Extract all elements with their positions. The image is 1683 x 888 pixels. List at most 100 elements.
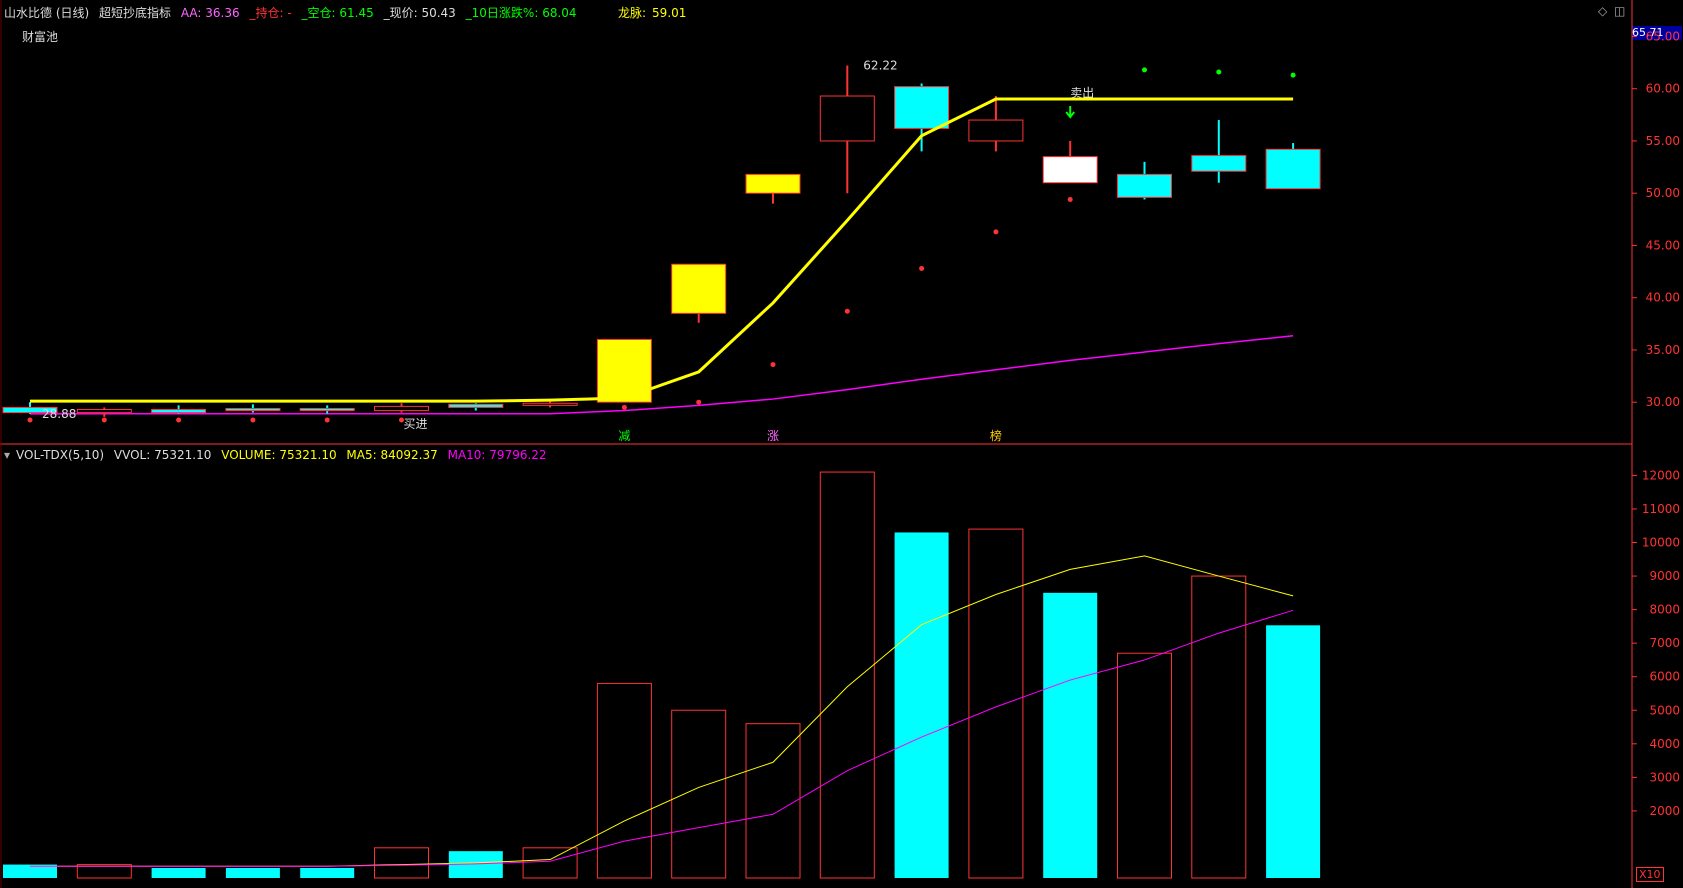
candle-body (968, 119, 1024, 142)
volume-bar (151, 867, 206, 878)
candle-body (2, 406, 58, 414)
volume-tick-label: 7000 (1649, 636, 1680, 650)
signal-mark-label: 减 (618, 429, 630, 443)
red-dot-marker (919, 265, 925, 271)
volume-value: 75321.10 (279, 448, 337, 462)
red-dot-marker (101, 417, 107, 423)
volume-unit: X10 (1636, 867, 1664, 882)
aa-stat: AA: 36.36 (181, 6, 240, 20)
chevron-down-icon[interactable]: ▾ (4, 448, 11, 462)
volume-tick-label: 2000 (1649, 804, 1680, 818)
low-price-label: 28.88 (42, 407, 76, 421)
volume-bar (225, 867, 280, 878)
price-tick-label: 45.00 (1646, 238, 1680, 252)
red-dot-marker (844, 308, 850, 314)
volume-bar (745, 723, 801, 879)
volume-bar (894, 532, 949, 878)
vol-indicator-name[interactable]: VOL-TDX(5,10) (16, 448, 105, 462)
price-label: _现价: (383, 6, 418, 20)
candle-body (1042, 156, 1098, 184)
dragon-stat: 龙脉: 59.01 (618, 6, 692, 20)
red-dot-marker (176, 417, 182, 423)
candle-body (374, 405, 429, 412)
volume-bar (819, 471, 875, 879)
candle-body (225, 407, 281, 412)
volume-bar (76, 864, 132, 879)
buy-label: 买进 (404, 417, 428, 431)
volume-tick-label: 9000 (1649, 569, 1680, 583)
empty-label: _空仓: (301, 6, 336, 20)
volume-ma10-line (30, 609, 1294, 867)
signal-mark-label: 榜 (990, 428, 1002, 443)
volume-bar (671, 709, 727, 879)
volume-label: VOLUME: (221, 448, 276, 462)
volume-tick-label: 8000 (1649, 603, 1680, 617)
candle-body (1191, 155, 1247, 172)
red-dot-marker (250, 417, 256, 423)
red-dot-marker (621, 404, 627, 410)
candle-body (745, 173, 801, 194)
ma10-stat: MA10: 79796.22 (448, 448, 547, 462)
candle-body (448, 403, 504, 408)
sell-arrow-icon (1065, 106, 1075, 119)
empty-stat: _空仓: 61.45 (302, 6, 374, 20)
volume-tick-label: 12000 (1642, 468, 1680, 482)
panel-toggle-icon[interactable]: ◫ (1614, 4, 1626, 18)
aa-label: AA: (180, 6, 202, 20)
price-tick-label: 30.00 (1646, 395, 1680, 409)
volume-bar (374, 847, 429, 879)
volume-bar (1266, 625, 1321, 878)
candle-body (299, 407, 355, 412)
price-header: 山水比德 (日线) 超短抄底指标 AA: 36.36 _持仓: - _空仓: 6… (4, 6, 583, 20)
candle-body (819, 95, 875, 142)
candle-body (894, 86, 950, 129)
stock-name[interactable]: 山水比德 (日线) (4, 6, 90, 20)
volume-bar (968, 528, 1024, 879)
volume-bar (596, 682, 652, 879)
candle-body (76, 409, 132, 414)
price-tick-label: 65.00 (1646, 29, 1680, 43)
wealth-pool-label[interactable]: 财富池 (22, 30, 59, 44)
high-price-label: 62.22 (863, 59, 897, 73)
signal-line (30, 97, 1294, 403)
volume-bar (3, 864, 57, 878)
volume-tick-label: 3000 (1649, 770, 1680, 784)
red-dot-marker (399, 417, 404, 423)
volume-stat: VOLUME: 75321.10 (221, 448, 336, 462)
chg10-label: _10日涨跌%: (465, 6, 539, 20)
ma5-label: MA5: (346, 448, 377, 462)
volume-tick-label: 6000 (1649, 670, 1680, 684)
hold-value: - (287, 6, 292, 20)
ma-line (29, 334, 1294, 415)
candle-body (1265, 148, 1321, 190)
volume-ma5-line (30, 555, 1294, 867)
candle-body (1117, 173, 1172, 198)
vvol-stat: VVOL: 75321.10 (114, 448, 211, 462)
red-dot-marker (27, 417, 33, 423)
hold-label: _持仓: (249, 6, 284, 20)
candle-body (151, 409, 207, 414)
price-tick-label: 35.00 (1646, 343, 1680, 357)
volume-bar (1117, 652, 1172, 879)
red-dot-marker (770, 362, 776, 368)
candle-body (522, 402, 578, 406)
diamond-icon[interactable]: ◇ (1598, 4, 1608, 18)
aa-value: 36.36 (205, 6, 240, 20)
volume-bar (1191, 575, 1247, 879)
signal-mark-label: 涨 (767, 428, 779, 443)
hold-stat: _持仓: - (249, 6, 291, 20)
vvol-value: 75321.10 (154, 448, 212, 462)
price-tick-label: 55.00 (1646, 134, 1680, 148)
red-dot-marker (1067, 196, 1073, 202)
volume-bar (522, 847, 578, 879)
empty-value: 61.45 (339, 6, 374, 20)
red-dot-marker (993, 229, 999, 235)
price-tick-label: 60.00 (1646, 82, 1680, 96)
ma5-value: 84092.37 (380, 448, 438, 462)
volume-tick-label: 5000 (1649, 703, 1680, 717)
price-stat: _现价: 50.43 (384, 6, 456, 20)
volume-tick-label: 11000 (1642, 502, 1680, 516)
vvol-label: VVOL: (113, 448, 151, 462)
dragon-value: 59.01 (652, 6, 687, 20)
